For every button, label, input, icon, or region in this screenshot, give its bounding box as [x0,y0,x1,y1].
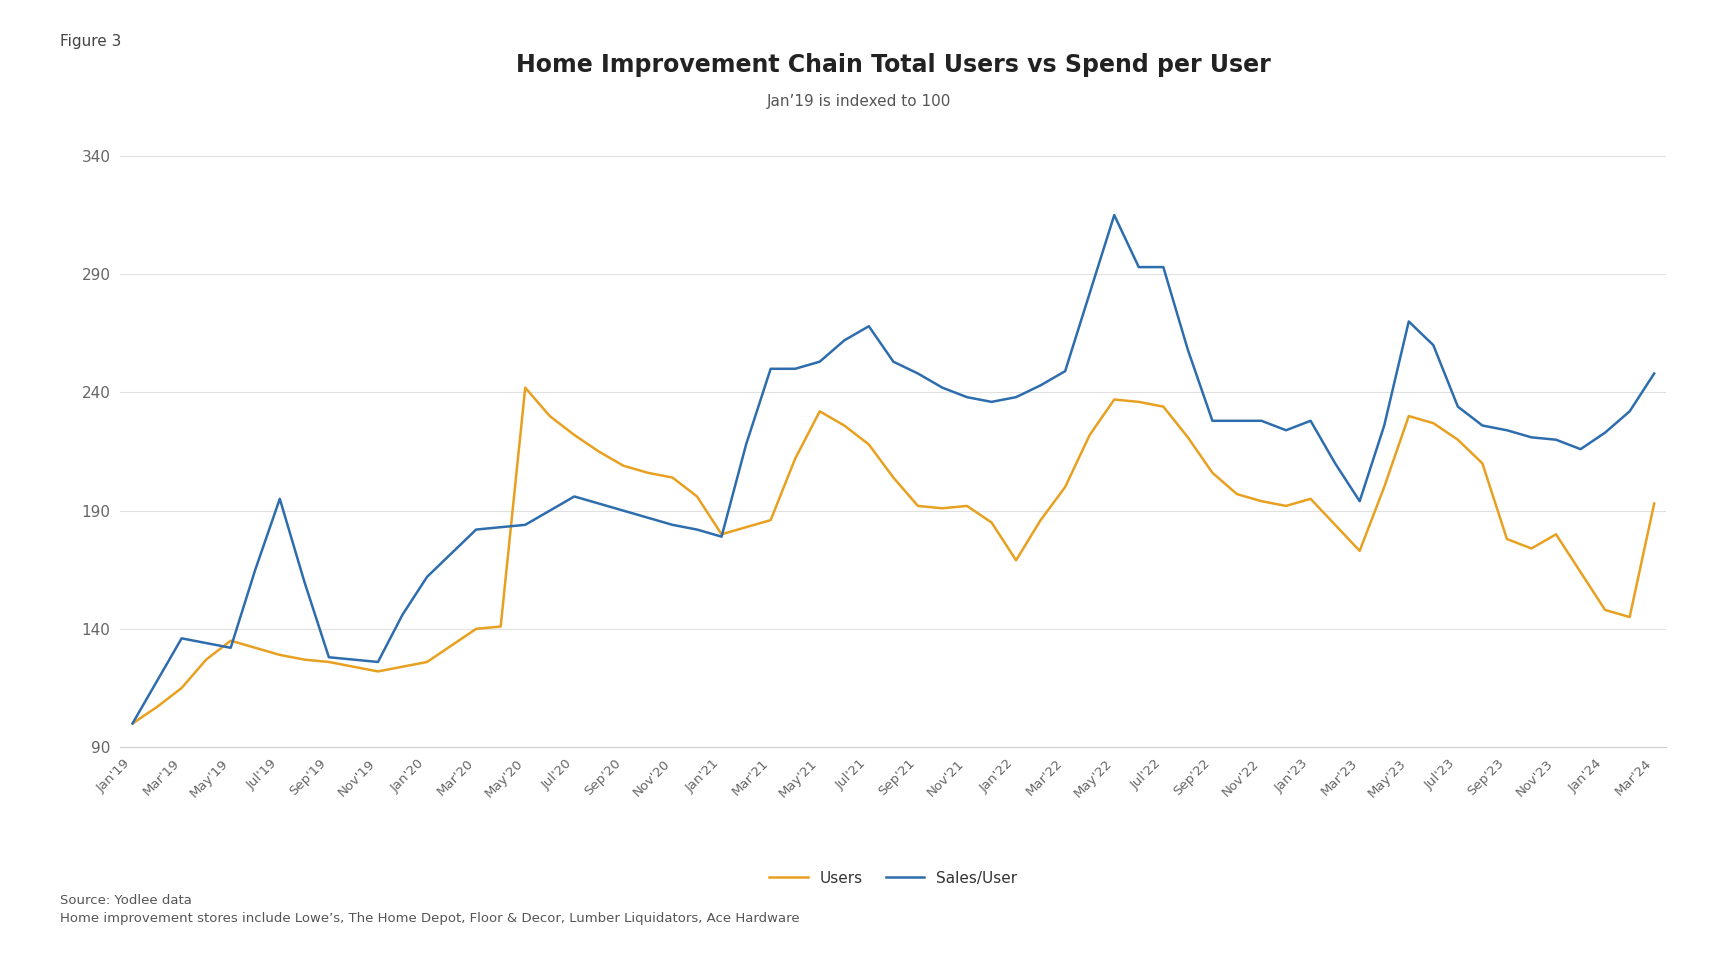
Text: Jan’19 is indexed to 100: Jan’19 is indexed to 100 [766,94,952,109]
Users [859,439,880,450]
Sales/User [883,356,904,367]
Users [1620,611,1641,623]
Text: Figure 3: Figure 3 [60,34,122,49]
Text: Source: Yodlee data
Home improvement stores include Lowe’s, The Home Depot, Floo: Source: Yodlee data Home improvement sto… [60,895,801,925]
Sales/User [122,717,143,729]
Users [907,500,928,512]
Users [122,717,143,729]
Line: Sales/User: Sales/User [132,215,1654,723]
Sales/User [1105,209,1125,221]
Sales/User [1620,406,1641,417]
Title: Home Improvement Chain Total Users vs Spend per User: Home Improvement Chain Total Users vs Sp… [515,53,1271,77]
Sales/User [1644,367,1665,379]
Sales/User [589,497,610,509]
Legend: Users, Sales/User: Users, Sales/User [763,865,1024,892]
Users [1644,497,1665,509]
Sales/User [833,335,854,346]
Sales/User [1203,415,1223,427]
Users [1203,467,1223,478]
Users [564,429,584,441]
Users [613,460,634,471]
Sales/User [539,505,560,517]
Users [515,382,536,393]
Line: Users: Users [132,388,1654,723]
